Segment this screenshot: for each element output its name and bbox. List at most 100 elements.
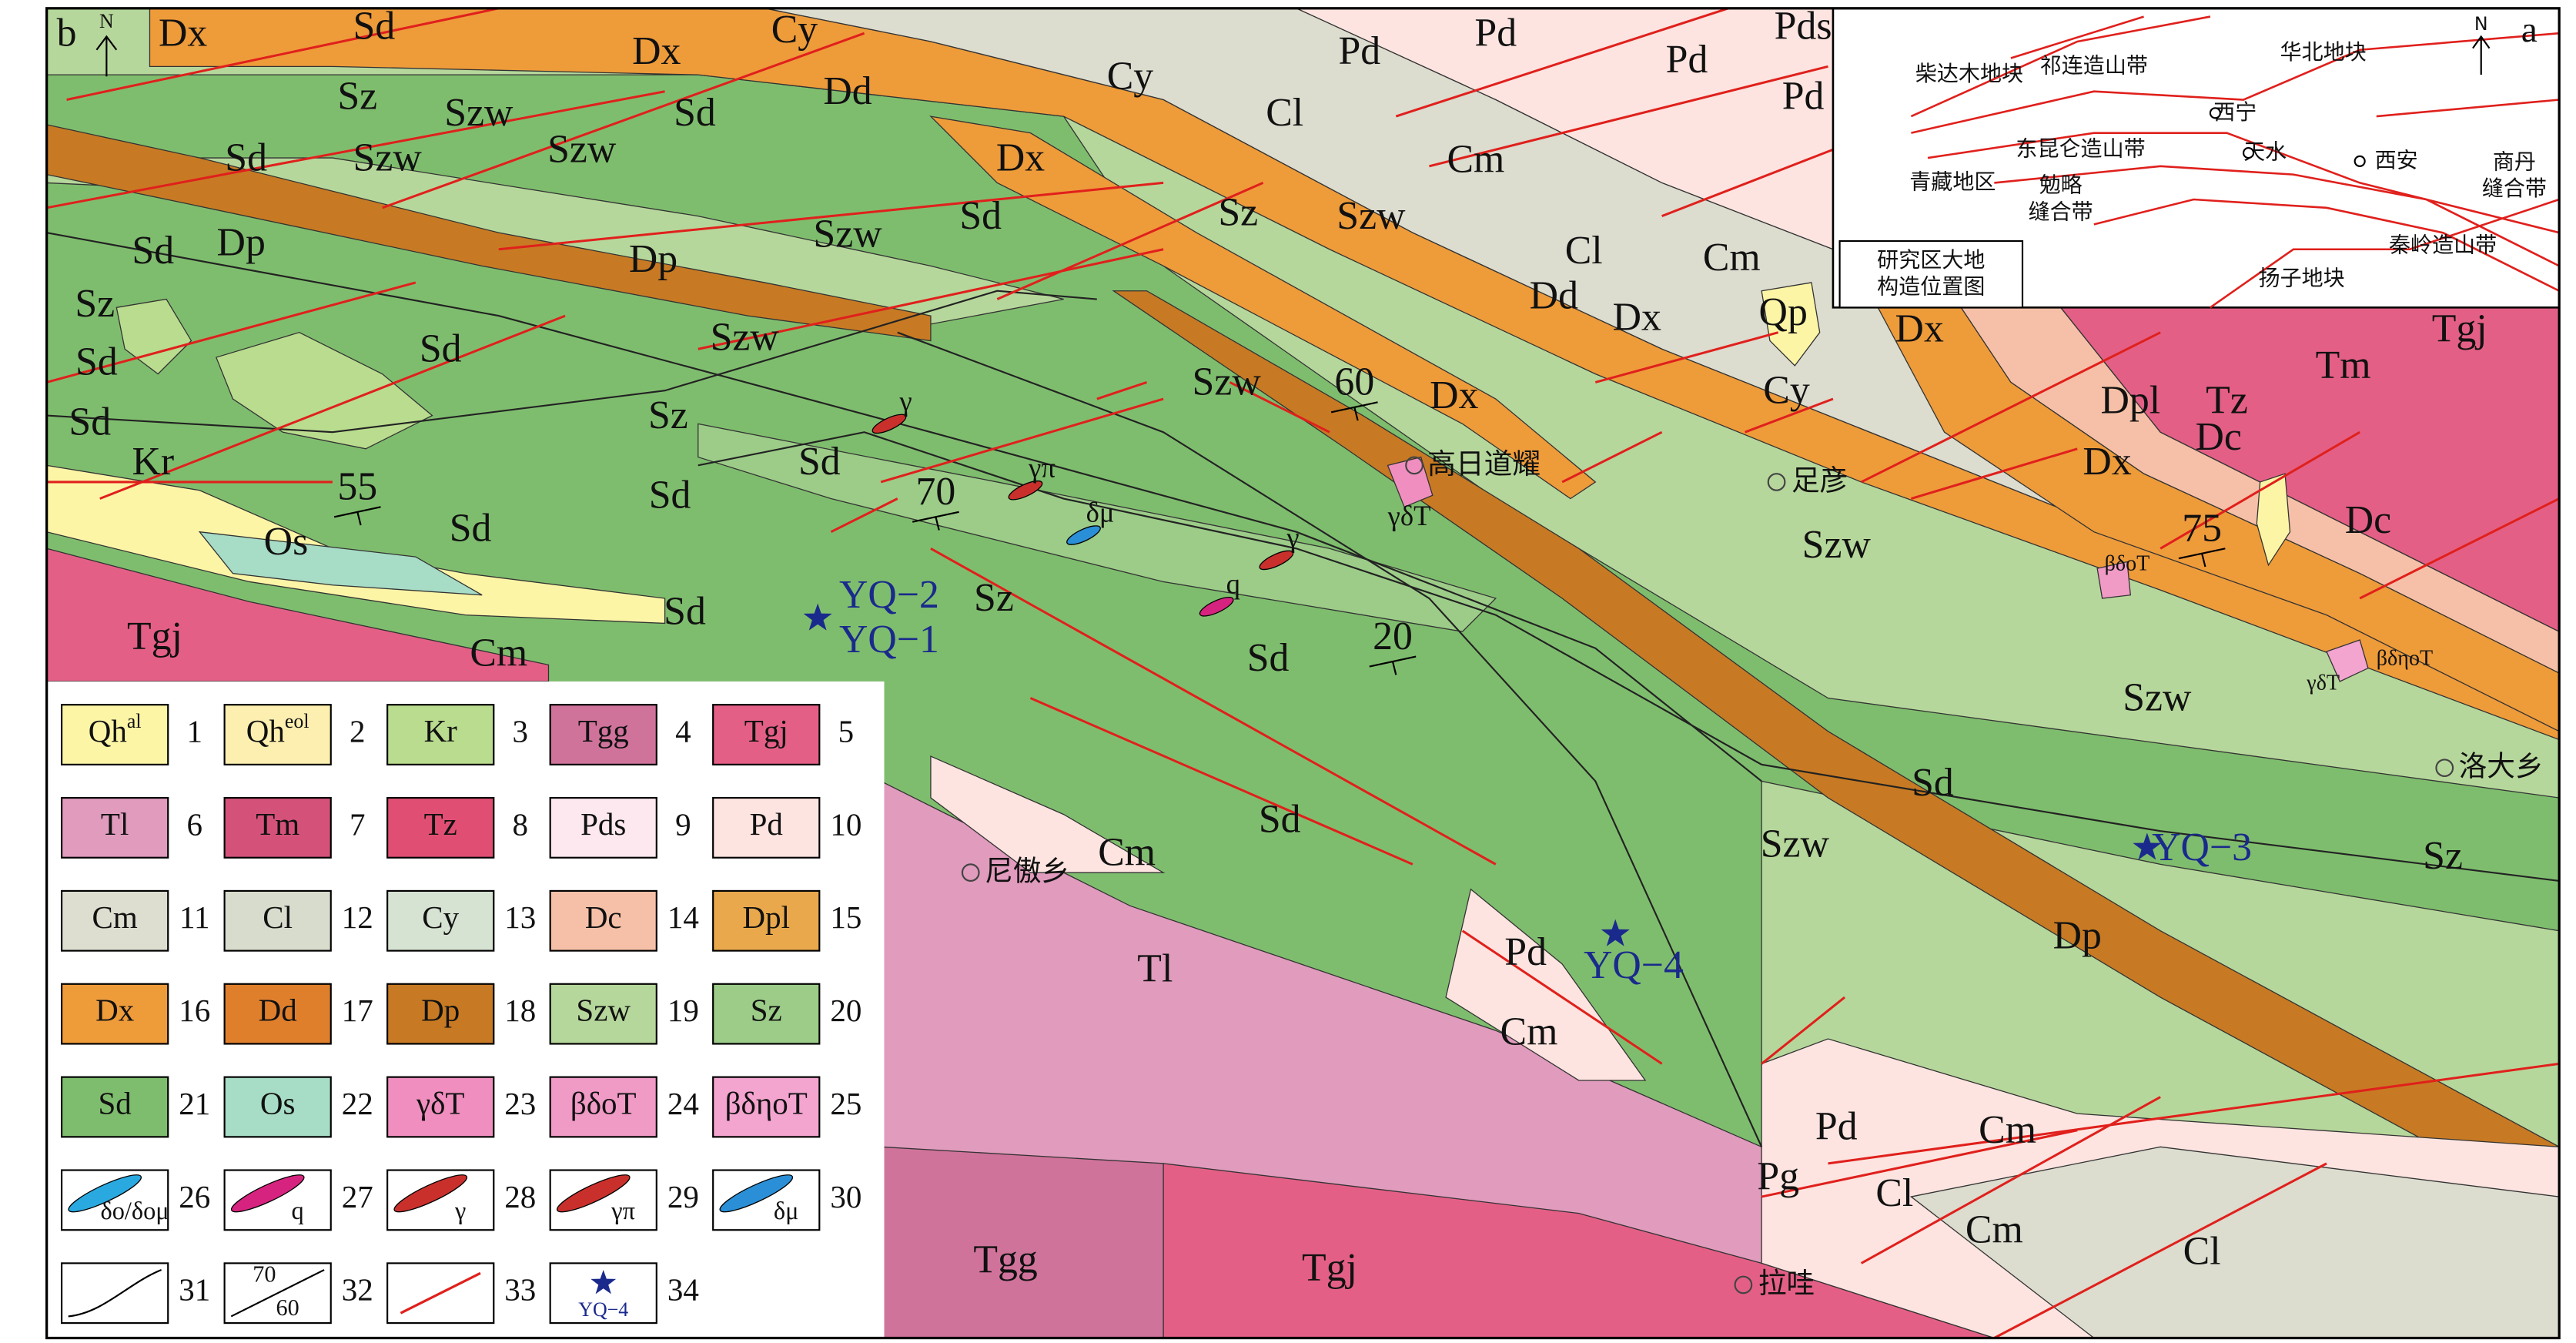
legend-number: 33 — [504, 1272, 536, 1308]
inset-label-line: 祁连造山带 — [2040, 52, 2148, 78]
legend-swatch — [61, 1262, 169, 1325]
legend-number: 11 — [179, 899, 209, 935]
legend-label: Dd — [259, 993, 297, 1028]
legend-swatch — [549, 796, 657, 859]
sample-label: YQ−4 — [1584, 943, 1684, 987]
unit-label: Dx — [632, 29, 681, 73]
inset-north-arrow — [2472, 35, 2491, 75]
intrusion-label: γ — [898, 385, 912, 417]
legend-label-text: Dx — [95, 993, 134, 1028]
place-marker — [1734, 1275, 1753, 1294]
legend-dip-label: 70 — [253, 1261, 276, 1288]
fault — [1461, 929, 1663, 1065]
legend-label: q — [291, 1197, 303, 1225]
unit-label: Szw — [1761, 822, 1830, 866]
legend-label: δμ — [774, 1197, 799, 1225]
unit-label: Tz — [2206, 378, 2248, 422]
legend-boundary — [68, 1269, 162, 1318]
dike — [1066, 525, 1101, 545]
unit-label: Dd — [823, 69, 871, 113]
unit-label: Sd — [132, 229, 174, 273]
dike — [871, 414, 907, 434]
legend-label: Cm — [92, 899, 138, 935]
fault — [698, 248, 1164, 350]
fault — [1661, 148, 1834, 218]
inset-label-line: 西安 — [2375, 147, 2418, 172]
fault — [830, 497, 898, 534]
legend-number: 14 — [667, 899, 699, 935]
legend-label: γπ — [611, 1197, 635, 1225]
legend-label-text: Sd — [99, 1086, 132, 1121]
legend-label-text: Tl — [101, 806, 129, 842]
legend-number: 31 — [179, 1272, 210, 1308]
dip-symbol — [1330, 401, 1378, 421]
legend-number: 9 — [675, 806, 691, 842]
inset-boundary — [2376, 99, 2560, 118]
fault — [880, 397, 1164, 484]
legend-label: Dp — [421, 993, 460, 1028]
inset-label: 华北地块 — [2280, 39, 2367, 65]
dike — [1199, 597, 1234, 617]
place-label: 洛大乡 — [2459, 750, 2544, 783]
unit-label: Dx — [1430, 373, 1478, 417]
legend-number: 30 — [830, 1179, 861, 1214]
geologic-boundary — [46, 232, 1762, 782]
fault — [1860, 331, 2161, 484]
unit-label: Sd — [1247, 636, 1290, 680]
structure-lines — [46, 7, 2560, 1339]
unit-label: Pg — [1757, 1154, 1799, 1198]
legend-label: YQ−4 — [578, 1298, 628, 1321]
rock-unit — [115, 298, 192, 375]
legend-number: 10 — [830, 806, 861, 842]
legend-number: 2 — [350, 713, 366, 749]
dip-symbol — [2178, 548, 2226, 568]
unit-label: Cm — [1098, 830, 1156, 874]
dip-symbol — [333, 506, 381, 526]
unit-label: Cm — [470, 631, 527, 675]
legend-label-text: Tgg — [578, 713, 629, 749]
legend-swatch — [223, 889, 332, 952]
city-marker — [2354, 155, 2366, 167]
fault — [498, 181, 1164, 251]
legend-dike — [68, 1174, 142, 1213]
inset-label: 秦岭造山带 — [2389, 232, 2497, 257]
fault — [46, 90, 665, 209]
legend-number: 20 — [830, 993, 861, 1028]
legend-label: Sd — [99, 1086, 132, 1121]
inset-label: 西安 — [2375, 147, 2418, 172]
dip-value: 75 — [2182, 507, 2222, 551]
fault — [1761, 1129, 2078, 1198]
unit-label: Tgj — [127, 615, 182, 658]
legend-label-text: Kr — [424, 713, 458, 749]
north-arrow — [95, 35, 118, 77]
legend-number: 4 — [675, 713, 691, 749]
legend-label: Pds — [580, 806, 626, 842]
legend-number: 28 — [504, 1179, 536, 1214]
fault — [1395, 7, 1729, 118]
legend-number: 24 — [667, 1086, 699, 1121]
legend-label-text: Cy — [422, 899, 459, 935]
fault — [2359, 497, 2560, 600]
fault — [1594, 331, 1779, 383]
legend-fault — [400, 1271, 481, 1315]
place-marker — [1405, 456, 1423, 475]
legend-label-text: Pds — [580, 806, 626, 842]
unit-label: Szw — [813, 213, 882, 256]
unit-label: Cy — [1107, 54, 1154, 98]
inset-label: 柴达木地块 — [1915, 61, 2023, 86]
unit-label: Sz — [648, 394, 688, 437]
legend-number: 13 — [504, 899, 536, 935]
legend-label: δο/δομ — [100, 1197, 169, 1225]
legend-label-text: Cl — [263, 899, 293, 935]
legend-swatch — [223, 983, 332, 1045]
legend-swatch — [223, 704, 332, 765]
legend-swatch — [386, 796, 495, 859]
inset-label-line: 缝合带 — [2029, 199, 2093, 224]
legend-swatch — [549, 704, 657, 765]
city-marker — [2209, 107, 2221, 119]
unit-label: Dx — [996, 136, 1045, 179]
legend-dip — [230, 1269, 325, 1318]
sample-star — [590, 1270, 617, 1294]
legend-swatch — [386, 889, 495, 952]
